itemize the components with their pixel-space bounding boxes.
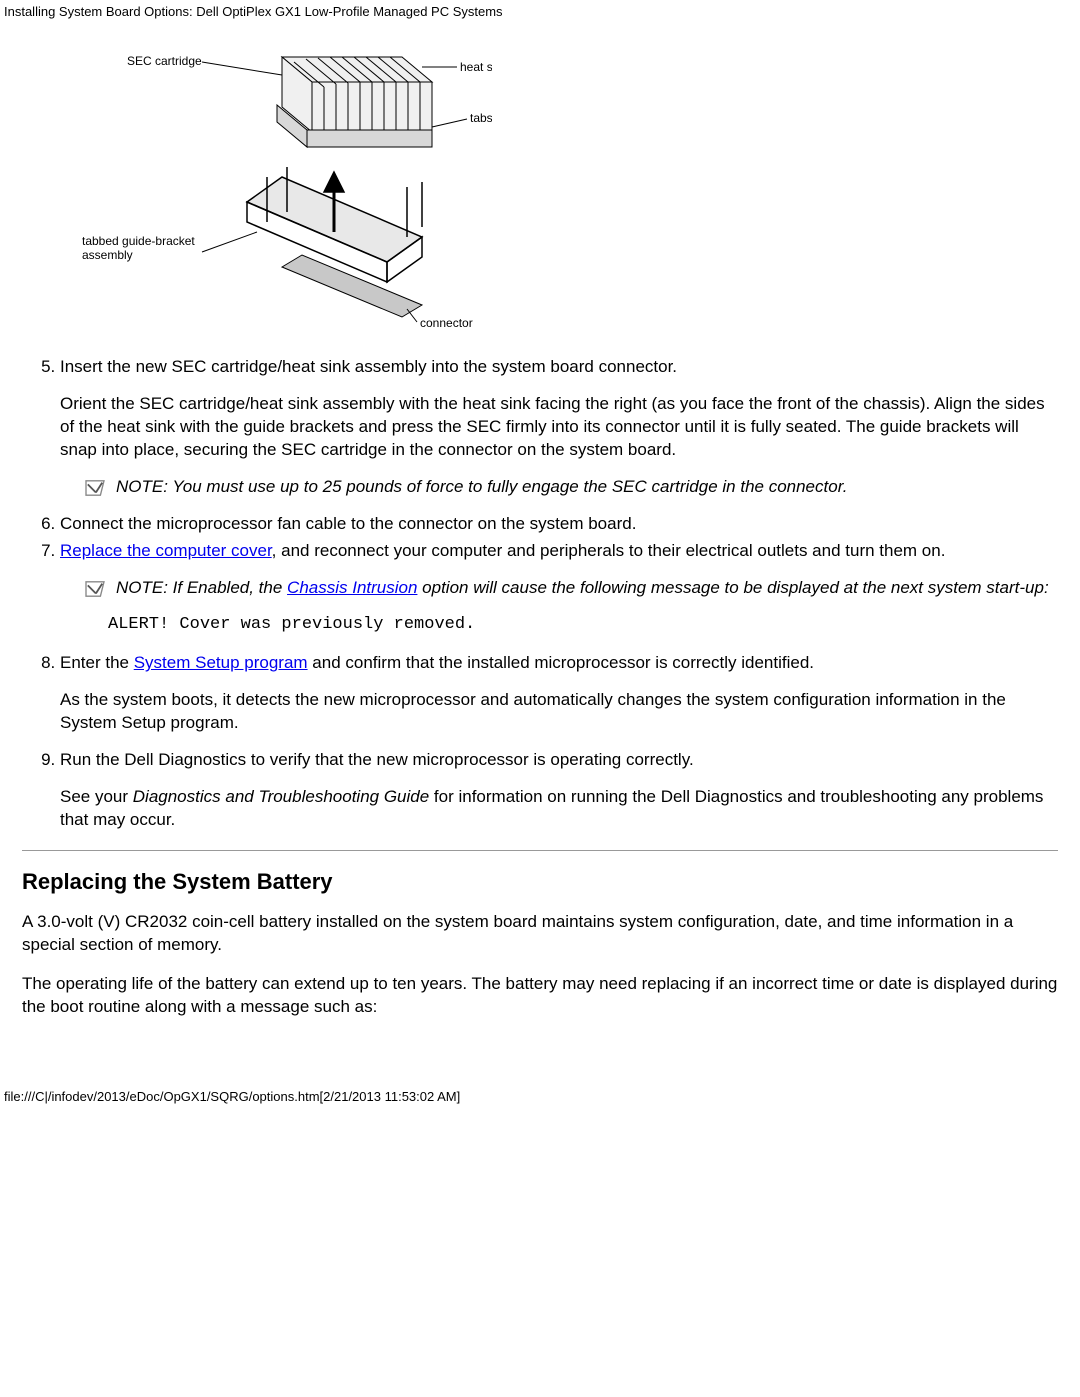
note-text: NOTE: If Enabled, the Chassis Intrusion … <box>116 577 1049 600</box>
step-5-lead: Insert the new SEC cartridge/heat sink a… <box>60 357 677 376</box>
chassis-intrusion-link[interactable]: Chassis Intrusion <box>287 578 417 597</box>
note-body: You must use up to 25 pounds of force to… <box>172 477 847 496</box>
section-para-1: A 3.0-volt (V) CR2032 coin-cell battery … <box>22 911 1058 957</box>
note-text: NOTE: You must use up to 25 pounds of fo… <box>116 476 847 499</box>
page-footer: file:///C|/infodev/2013/eDoc/OpGX1/SQRG/… <box>0 1089 1080 1104</box>
step-9-lead: Run the Dell Diagnostics to verify that … <box>60 750 694 769</box>
section-divider <box>22 850 1058 851</box>
step-9: Run the Dell Diagnostics to verify that … <box>60 749 1058 832</box>
label-sec-cartridge: SEC cartridge <box>127 54 202 68</box>
note-icon <box>84 479 106 497</box>
step-8-post: and confirm that the installed microproc… <box>308 653 814 672</box>
step-7-tail: , and reconnect your computer and periph… <box>272 541 946 560</box>
replace-cover-link[interactable]: Replace the computer cover <box>60 541 272 560</box>
note-post-link: option will cause the following message … <box>417 578 1048 597</box>
content-region: heat sink SEC cartridge tabs (2) <box>0 27 1080 1019</box>
step-8-body: As the system boots, it detects the new … <box>60 689 1058 735</box>
label-tabs: tabs (2) <box>470 111 492 125</box>
system-setup-link[interactable]: System Setup program <box>134 653 308 672</box>
note-prefix: NOTE: <box>116 477 172 496</box>
sec-cartridge-diagram: heat sink SEC cartridge tabs (2) <box>72 27 492 337</box>
step-9-body: See your Diagnostics and Troubleshooting… <box>60 786 1058 832</box>
step-6: Connect the microprocessor fan cable to … <box>60 513 1058 536</box>
step-7: Replace the computer cover, and reconnec… <box>60 540 1058 637</box>
step-8: Enter the System Setup program and confi… <box>60 652 1058 735</box>
section-para-2: The operating life of the battery can ex… <box>22 973 1058 1019</box>
step-6-lead: Connect the microprocessor fan cable to … <box>60 514 636 533</box>
label-heat-sink: heat sink <box>460 60 492 74</box>
section-heading: Replacing the System Battery <box>22 869 1058 895</box>
steps-list: Insert the new SEC cartridge/heat sink a… <box>22 356 1058 832</box>
step-5-note: NOTE: You must use up to 25 pounds of fo… <box>60 476 1058 499</box>
diagram-container: heat sink SEC cartridge tabs (2) <box>22 27 1058 342</box>
step-7-note: NOTE: If Enabled, the Chassis Intrusion … <box>60 577 1058 600</box>
step-5: Insert the new SEC cartridge/heat sink a… <box>60 356 1058 499</box>
step-9-body-pre: See your <box>60 787 133 806</box>
note-pre-link: If Enabled, the <box>173 578 287 597</box>
step-5-body: Orient the SEC cartridge/heat sink assem… <box>60 393 1058 462</box>
label-bracket-1: tabbed guide-bracket <box>82 234 195 248</box>
note-prefix: NOTE: <box>116 578 173 597</box>
note-icon <box>84 580 106 598</box>
label-bracket-2: assembly <box>82 248 133 262</box>
alert-message: ALERT! Cover was previously removed. <box>108 614 1058 637</box>
label-connector: connector <box>420 316 473 330</box>
step-8-pre: Enter the <box>60 653 134 672</box>
step-9-body-italic: Diagnostics and Troubleshooting Guide <box>133 787 429 806</box>
page-header: Installing System Board Options: Dell Op… <box>0 0 1080 19</box>
